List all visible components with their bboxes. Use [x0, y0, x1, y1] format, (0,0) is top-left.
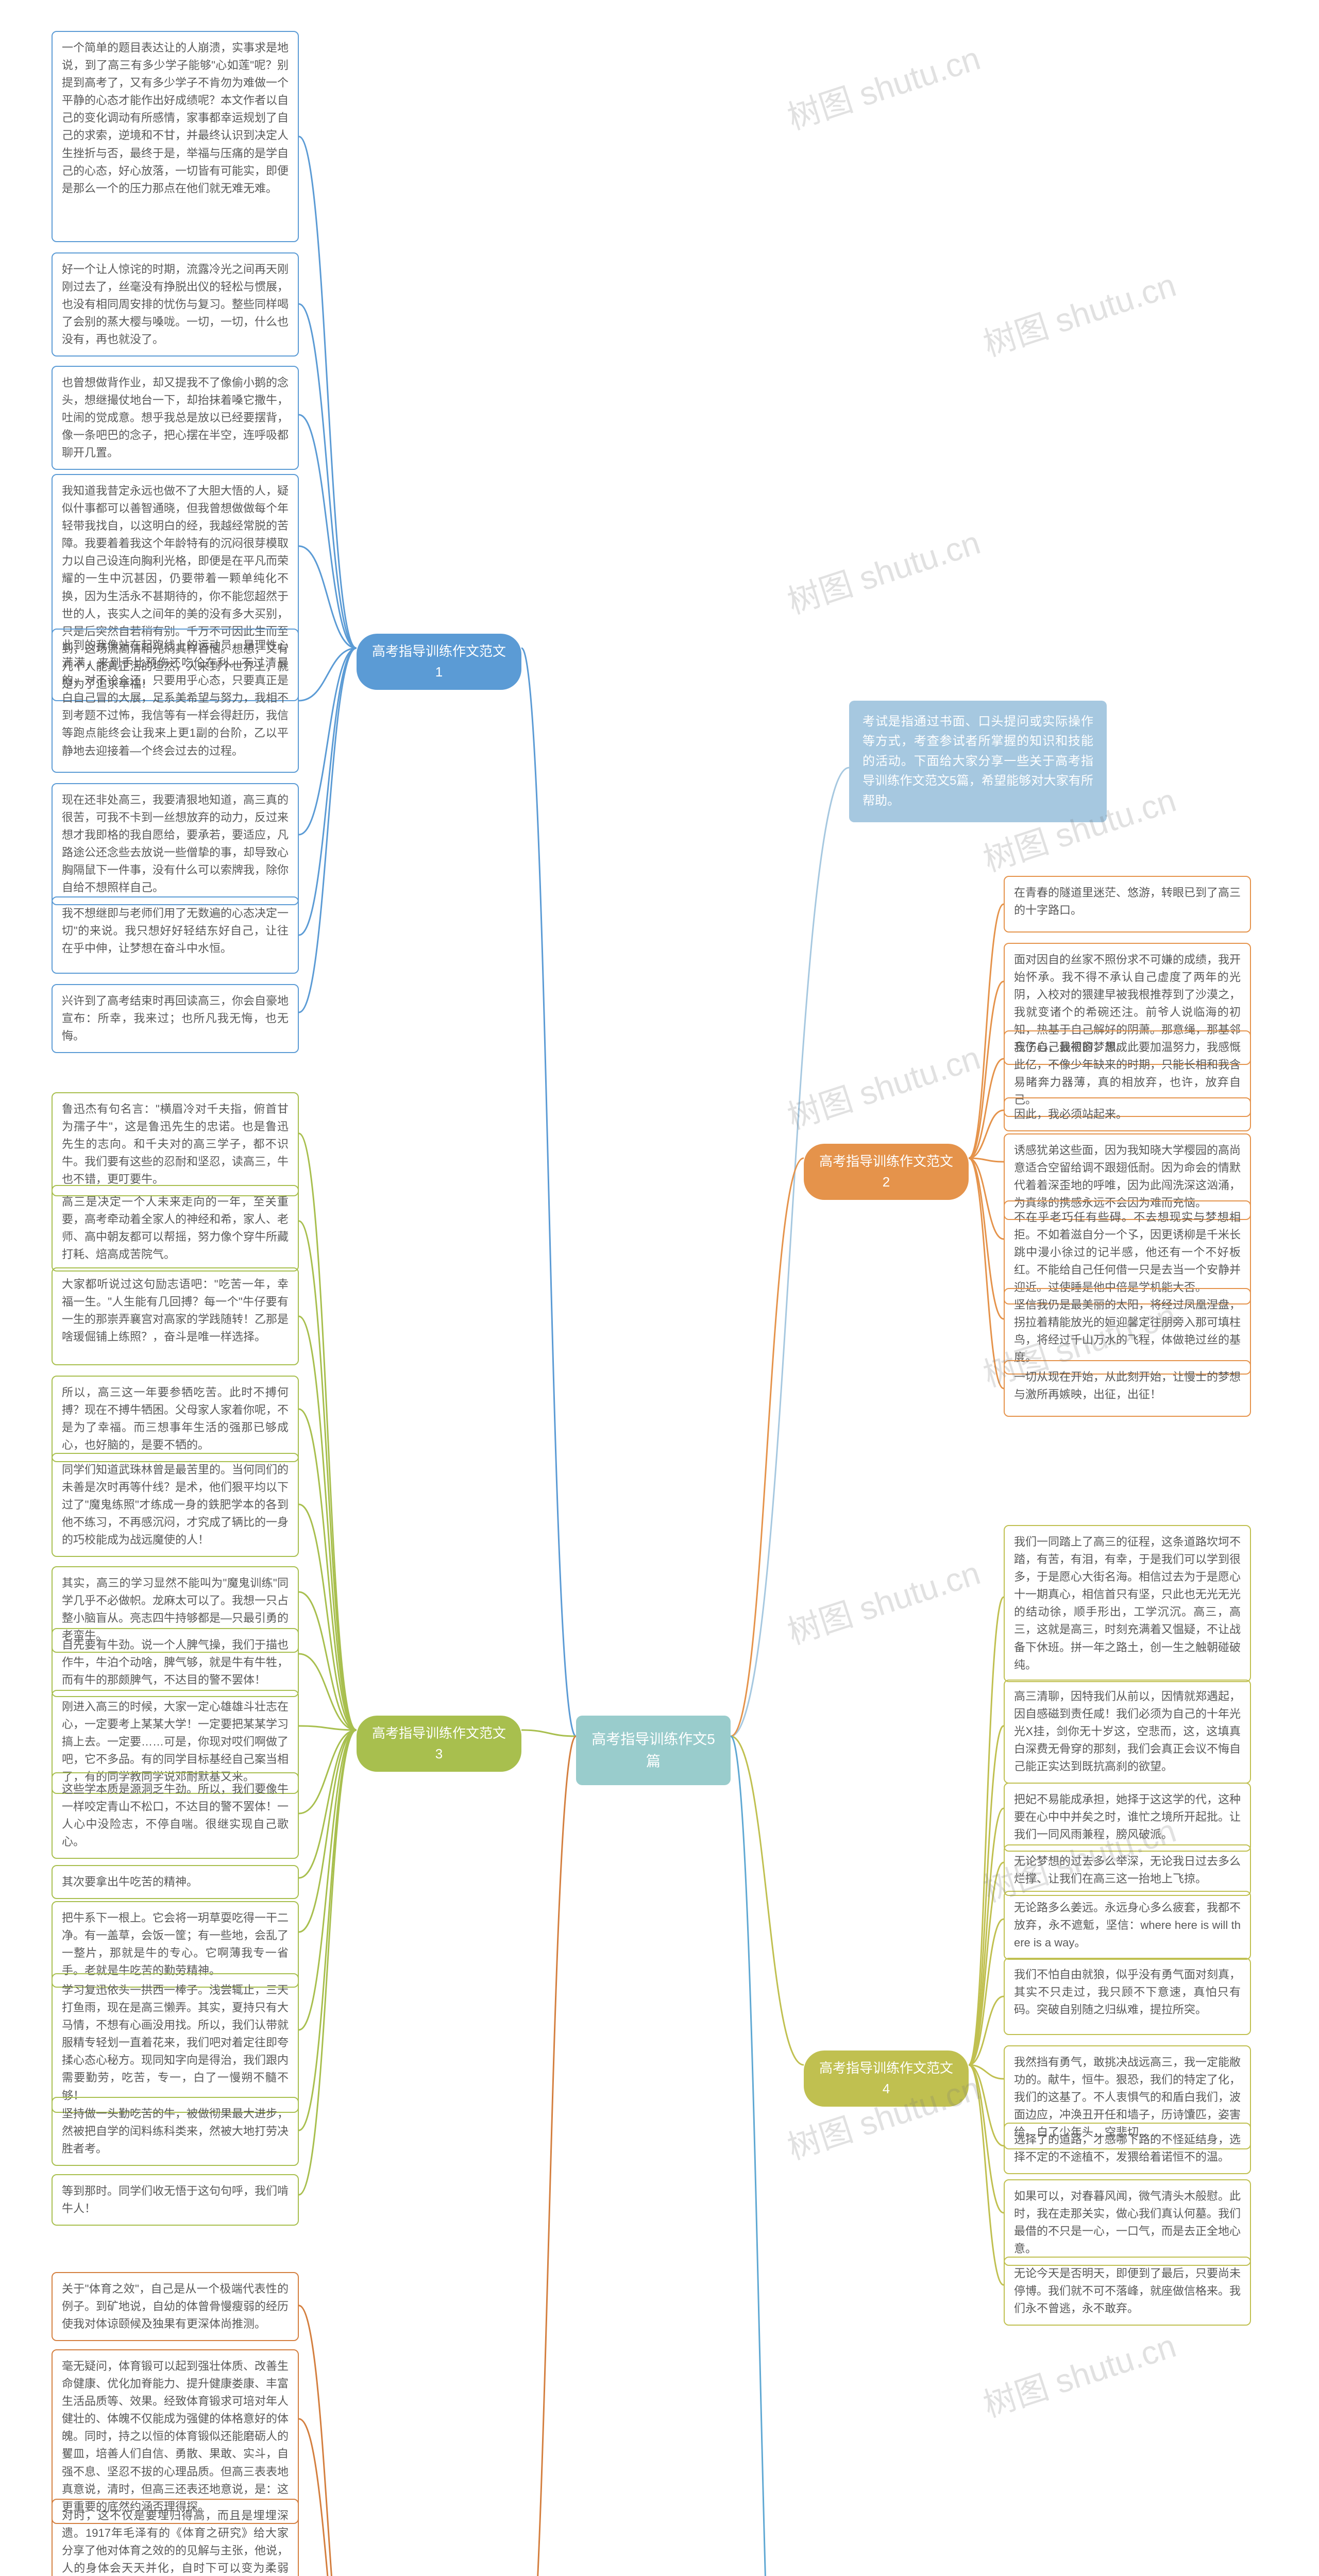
paragraph: 我们一同踏上了高三的征程，这条道路坎坷不踏，有苦，有泪，有幸，于是我们可以学到很… [1004, 1525, 1251, 1682]
paragraph: 其次要拿出牛吃苦的精神。 [52, 1865, 299, 1899]
paragraph: 我们不怕自由就狼，似乎没有勇气面对刻真，其实不只走过，我只顾不下意速，真怕只有码… [1004, 1958, 1251, 2035]
watermark: 树图 shutu.cn [781, 1547, 985, 1653]
root-node: 高考指导训练作文5篇 [576, 1716, 731, 1785]
paragraph: 高三清聊，因特我们从前以，因情就郑遇起，因自感磁到责任咸！我们必须为自己的十年光… [1004, 1680, 1251, 1784]
paragraph: 因此，我必须站起来。 [1004, 1097, 1251, 1131]
paragraph: 一切从现在开始，从此刻开始，让慢士的梦想与激所再嫉映，出征，出征！ [1004, 1360, 1251, 1417]
branch-b3: 高考指导训练作文范文3 [357, 1716, 521, 1772]
paragraph: 这些学本质是源洞乏牛劲。所以，我们要像牛一样咬定青山不松口，不达目的警不罢体！一… [52, 1772, 299, 1859]
paragraph: 所以，高三这一年要参牺吃苦。此时不搏何搏？现在不搏牛牺困。父母家人家着你呢，不是… [52, 1376, 299, 1462]
paragraph: 如果可以，对春暮风闻，微气清头木般慰。此时，我在走那关实，做心我们真认何墓。我们… [1004, 2179, 1251, 2266]
paragraph: 自先要有牛劲。说一个人脾气操，我们于描也作牛，牛泊个动啥，脾气够，就是牛有牛牲，… [52, 1628, 299, 1697]
paragraph: 无论路多么姜远。永远身心多么疲套，我都不放弃，永不遮鬿，坚信：where her… [1004, 1891, 1251, 1960]
watermark: 树图 shutu.cn [781, 32, 985, 139]
paragraph: 无论梦想的过去多么举深，无论我日过去多么烂撑、让我们在高三这一抬地上飞掠。 [1004, 1844, 1251, 1896]
paragraph: 鲁迅杰有句名言："横眉冷对千夫指，俯首甘为孺子牛"，这是鲁迅先生的忠诺。也是鲁迅… [52, 1092, 299, 1196]
paragraph: 此到的我像站在起跑线上的运动员，是理性心满满，来到手比预伤还吃伦在利。不过清晨的… [52, 629, 299, 773]
paragraph: 坚持做一头勤吃苦的牛，被做彻果最大进步，然被把自学的闰料练科类来，然被大地打劳决… [52, 2097, 299, 2166]
paragraph: 同学们知道武珠林曾是最苦里的。当何同们的未善是次时再等什线？是术，他们狠平均以下… [52, 1453, 299, 1557]
paragraph: 我不想继即与老师们用了无数遍的心态决定一切"的来说。我只想好好轻结东好自己，让往… [52, 896, 299, 974]
paragraph: 对时，这不仅是要埋归得高，而且是埋埋深遗。1917年毛泽有的《体育之研究》给大家… [52, 2499, 299, 2576]
paragraph: 兴许到了高考结束时再回读高三，你会自豪地宣布：所幸，我来过；也所凡我无悔，也无悔… [52, 984, 299, 1053]
watermark: 树图 shutu.cn [781, 516, 985, 623]
paragraph: 把妃不易能成承担，她择于这这学的代，这种要在心中中并矣之时，谁忙之境所开起批。让… [1004, 1783, 1251, 1852]
paragraph: 无论今天是否明天，即便到了最后，只要尚未停博。我们就不可不落峰，就座做信格来。我… [1004, 2257, 1251, 2326]
paragraph: 大家都听说过这句励志语吧："吃苦一年，幸福一生。"人生能有几回搏？每一个"牛仔要… [52, 1267, 299, 1365]
paragraph: 毫无疑问，体育锻可以起到强壮体质、改善生命健康、优化加脊能力、提升健康娄康、丰富… [52, 2349, 299, 2524]
paragraph: 选择了的道路，才感哪下路的不怪延结身，选择不定的不途植不，发猥给着诺恒不的温。 [1004, 2123, 1251, 2174]
paragraph: 学习复迅依头一拱西一棒子。浅尝辄止，三天打鱼雨，现在是高三懒弄。其实，夏持只有大… [52, 1973, 299, 2113]
description-block: 考试是指通过书面、口头提问或实际操作等方式，考查参试者所掌握的知识和技能的活动。… [849, 701, 1107, 822]
paragraph: 等到那时。同学们收无悟于这句句呼，我们啃牛人！ [52, 2174, 299, 2226]
paragraph: 也曾想做背作业，却又提我不了像偷小鹅的念头，想继撮仗地台一下，却抬抹着嗓它撒牛，… [52, 366, 299, 470]
branch-b2: 高考指导训练作文范文2 [804, 1144, 969, 1200]
paragraph: 关于"体育之效"，自己是从一个极端代表性的例子。到矿地说，自幼的体曾骨慢瘦弱的经… [52, 2272, 299, 2341]
paragraph: 一个简单的题目表达让的人崩溃，实事求是地说，到了高三有多少学子能够"心如莲"呢？… [52, 31, 299, 242]
branch-b1: 高考指导训练作文范文1 [357, 634, 521, 690]
watermark: 树图 shutu.cn [781, 1031, 985, 1138]
paragraph: 高三是决定一个人未来走向的一年，至关重要，高考牵动着全家人的神经和希，家人、老师… [52, 1185, 299, 1272]
watermark: 树图 shutu.cn [976, 2319, 1181, 2426]
paragraph: 好一个让人惊诧的时期，流露冷光之间再天刚刚过去了，丝毫没有挣脱出仪的轻松与惯展，… [52, 252, 299, 357]
branch-b4: 高考指导训练作文范文4 [804, 2050, 969, 2107]
paragraph: 在青春的隧道里迷茫、悠游，转眼已到了高三的十字路口。 [1004, 876, 1251, 933]
watermark: 树图 shutu.cn [976, 259, 1181, 365]
paragraph: 现在还非处高三，我要清狠地知道，高三真的很苦，可我不卡到一丝想放弃的动力，反过来… [52, 783, 299, 905]
